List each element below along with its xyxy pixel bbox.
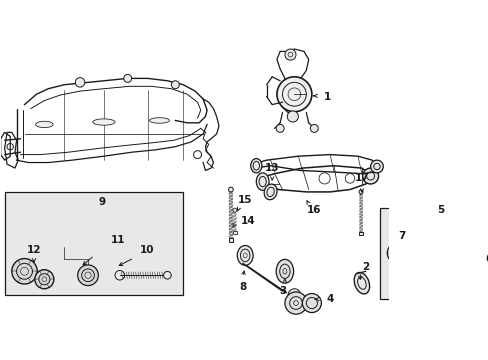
Circle shape bbox=[171, 81, 179, 89]
Text: 12: 12 bbox=[27, 245, 41, 255]
Text: 6: 6 bbox=[484, 255, 488, 264]
Circle shape bbox=[35, 270, 54, 289]
Circle shape bbox=[285, 292, 306, 314]
Ellipse shape bbox=[256, 173, 268, 190]
Circle shape bbox=[427, 240, 442, 255]
Ellipse shape bbox=[93, 119, 115, 125]
Circle shape bbox=[358, 190, 363, 194]
Text: 4: 4 bbox=[326, 294, 333, 304]
Circle shape bbox=[287, 289, 300, 301]
Text: 14: 14 bbox=[241, 216, 255, 226]
Text: 9: 9 bbox=[99, 197, 106, 207]
Ellipse shape bbox=[237, 246, 253, 265]
Circle shape bbox=[75, 78, 85, 87]
Bar bbox=[5, 192, 183, 295]
Circle shape bbox=[123, 75, 131, 82]
Circle shape bbox=[163, 271, 171, 279]
Circle shape bbox=[115, 270, 124, 280]
Bar bbox=[379, 208, 488, 299]
Circle shape bbox=[228, 187, 233, 192]
Circle shape bbox=[386, 243, 407, 264]
Circle shape bbox=[442, 243, 450, 251]
Ellipse shape bbox=[250, 158, 262, 173]
Text: 11: 11 bbox=[111, 234, 125, 244]
Ellipse shape bbox=[353, 273, 369, 294]
Text: 7: 7 bbox=[397, 230, 405, 240]
Circle shape bbox=[78, 265, 98, 285]
Text: 17: 17 bbox=[354, 174, 368, 183]
Ellipse shape bbox=[149, 118, 169, 123]
Circle shape bbox=[310, 125, 318, 132]
Ellipse shape bbox=[36, 121, 53, 127]
Circle shape bbox=[12, 258, 37, 284]
Text: 10: 10 bbox=[140, 245, 155, 255]
Circle shape bbox=[408, 244, 423, 258]
Circle shape bbox=[487, 244, 488, 251]
Ellipse shape bbox=[294, 298, 306, 308]
Text: 3: 3 bbox=[278, 286, 285, 296]
Bar bbox=[358, 232, 363, 235]
Bar bbox=[232, 231, 236, 234]
Circle shape bbox=[276, 77, 311, 112]
Text: 2: 2 bbox=[362, 262, 369, 272]
Circle shape bbox=[362, 168, 378, 184]
Circle shape bbox=[302, 293, 321, 312]
Ellipse shape bbox=[264, 184, 277, 200]
Circle shape bbox=[286, 111, 298, 122]
Text: 15: 15 bbox=[238, 195, 252, 205]
Circle shape bbox=[232, 208, 236, 212]
Circle shape bbox=[370, 160, 383, 173]
Text: 16: 16 bbox=[306, 205, 321, 215]
Text: 8: 8 bbox=[239, 282, 246, 292]
Text: 13: 13 bbox=[264, 163, 279, 173]
Circle shape bbox=[276, 125, 284, 132]
Ellipse shape bbox=[276, 260, 293, 283]
Bar bbox=[228, 238, 233, 242]
Circle shape bbox=[285, 49, 295, 60]
Text: 5: 5 bbox=[437, 205, 444, 215]
Text: 1: 1 bbox=[324, 93, 331, 103]
